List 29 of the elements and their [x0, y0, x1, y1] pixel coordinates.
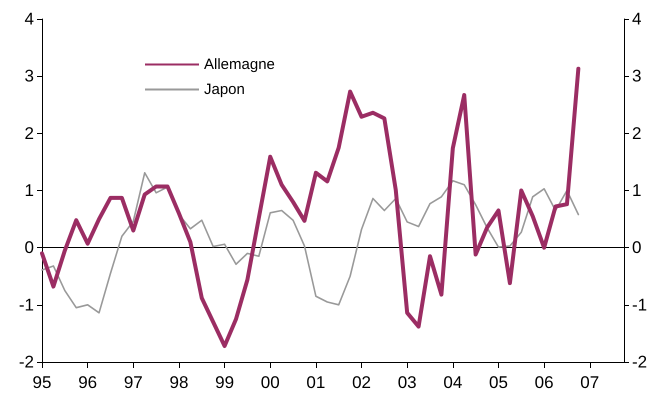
legend-label: Japon [204, 81, 245, 98]
x-tick-label: 04 [443, 373, 462, 392]
y-tick-label: 1 [24, 181, 34, 200]
x-tick-label: 98 [169, 373, 188, 392]
y-tick-label: -2 [18, 352, 34, 372]
x-tick-label: 05 [489, 373, 508, 392]
y2-tick-label: 2 [632, 124, 642, 143]
x-tick-label: 96 [78, 373, 98, 392]
x-tick-label: 00 [260, 373, 280, 392]
x-tick-label: 95 [32, 373, 52, 392]
y-tick-label: -1 [18, 295, 34, 314]
y2-tick-label: -2 [632, 352, 648, 372]
x-tick-label: 06 [534, 373, 554, 392]
y2-tick-label: -1 [632, 295, 648, 314]
x-tick-label: 99 [215, 373, 234, 392]
legend-label: Allemagne [204, 56, 275, 73]
y-tick-label: 4 [24, 10, 34, 28]
x-tick-label: 03 [398, 373, 417, 392]
y2-tick-label: 0 [632, 238, 642, 258]
y2-tick-label: 4 [632, 10, 642, 28]
x-tick-label: 01 [306, 373, 326, 392]
y2-tick-label: 3 [632, 66, 642, 86]
y-tick-label: 3 [24, 66, 34, 86]
y-tick-label: 2 [24, 124, 34, 143]
x-tick-label: 02 [352, 373, 371, 392]
x-tick-label: 97 [124, 373, 143, 392]
x-tick-label: 07 [580, 373, 600, 392]
y-tick-label: 0 [24, 238, 34, 258]
y2-tick-label: 1 [632, 181, 642, 200]
